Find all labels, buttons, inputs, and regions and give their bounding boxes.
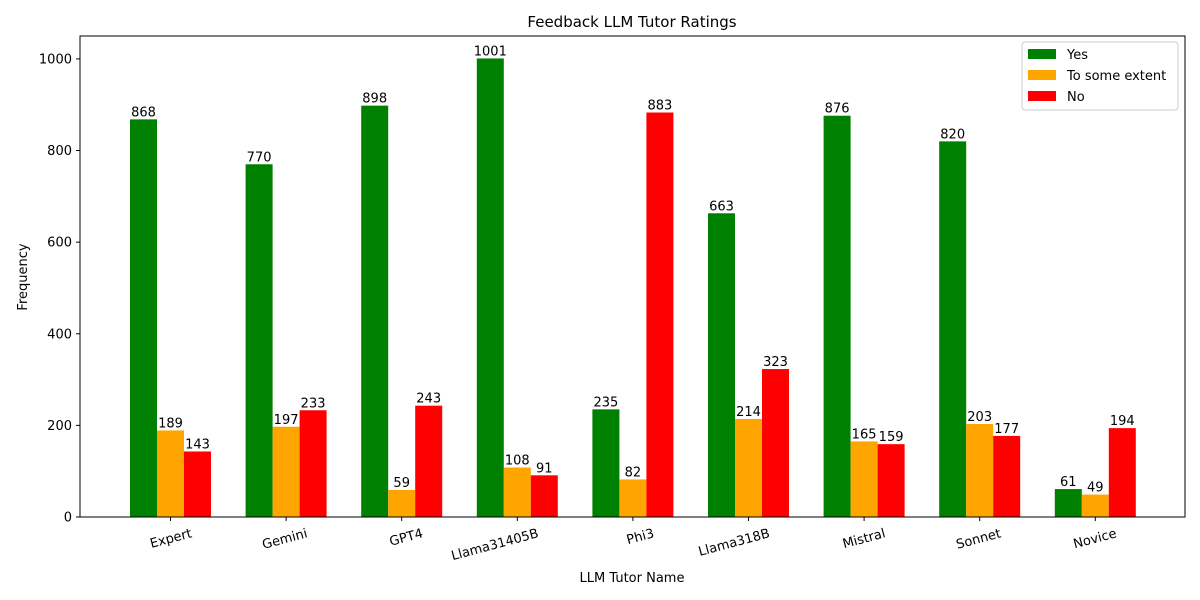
x-axis-label: LLM Tutor Name — [580, 571, 685, 586]
bar-value-label: 663 — [709, 199, 734, 214]
bar — [157, 430, 184, 517]
bar-value-label: 197 — [274, 413, 299, 428]
bar-value-label: 235 — [593, 395, 618, 410]
bar — [966, 424, 994, 517]
bar-value-label: 898 — [362, 92, 387, 107]
y-tick-label: 400 — [47, 327, 72, 342]
bar — [877, 444, 905, 517]
bar-value-label: 143 — [185, 437, 210, 452]
bar — [388, 489, 416, 517]
bar — [272, 426, 300, 517]
chart-title: Feedback LLM Tutor Ratings — [527, 13, 736, 31]
legend-swatch — [1028, 91, 1056, 101]
bar-value-label: 770 — [247, 150, 272, 165]
bar — [1108, 428, 1136, 517]
bar — [762, 369, 789, 517]
legend-label: No — [1067, 90, 1085, 105]
bar-value-label: 165 — [852, 427, 877, 442]
bar-value-label: 243 — [416, 392, 441, 407]
bar-value-label: 49 — [1087, 481, 1104, 496]
legend-label: To some extent — [1066, 69, 1166, 84]
bar-value-label: 214 — [736, 405, 761, 420]
bar — [939, 141, 967, 518]
legend-swatch — [1028, 49, 1056, 59]
bar-value-label: 233 — [301, 396, 326, 411]
bar-value-label: 1001 — [474, 44, 507, 59]
y-axis-label: Frequency — [16, 243, 31, 310]
bar — [299, 410, 327, 517]
bar — [993, 435, 1021, 517]
bar-value-label: 108 — [505, 454, 530, 469]
bar — [361, 105, 389, 517]
bar-value-label: 203 — [967, 410, 992, 425]
bar — [476, 58, 504, 517]
bar — [823, 115, 851, 518]
bar-value-label: 820 — [940, 127, 965, 142]
bar — [184, 451, 211, 517]
bar-value-label: 323 — [763, 355, 788, 370]
bar-value-label: 82 — [625, 465, 642, 480]
bar — [130, 119, 157, 518]
bar — [850, 441, 878, 517]
bar — [245, 164, 273, 517]
legend-swatch — [1028, 70, 1056, 80]
bar-value-label: 883 — [647, 99, 672, 114]
bar-value-label: 189 — [158, 416, 183, 431]
x-tick-label: Phi3 — [625, 526, 656, 548]
legend-label: Yes — [1066, 48, 1088, 63]
y-tick-label: 1000 — [39, 52, 72, 67]
bar-value-label: 194 — [1110, 414, 1135, 429]
y-tick-label: 200 — [47, 419, 72, 434]
legend: Yes To some extent No — [1021, 41, 1179, 111]
y-tick-label: 0 — [64, 511, 72, 526]
bar-value-label: 61 — [1060, 475, 1077, 490]
bar-value-label: 868 — [131, 105, 156, 120]
bar — [592, 409, 620, 517]
bar — [735, 418, 762, 517]
bar — [708, 213, 735, 517]
bar — [646, 112, 674, 517]
bar-value-label: 177 — [994, 422, 1019, 437]
bar — [1054, 489, 1082, 517]
bar-value-label: 59 — [393, 476, 410, 491]
y-tick-label: 600 — [47, 236, 72, 251]
bar — [619, 479, 647, 517]
bar — [530, 475, 558, 517]
bar — [1081, 494, 1109, 517]
bar-value-label: 159 — [879, 430, 904, 445]
y-tick-label: 800 — [47, 144, 72, 159]
legend-box — [1021, 41, 1179, 111]
bar-value-label: 876 — [825, 102, 850, 117]
bar-value-label: 91 — [536, 461, 553, 476]
bar — [503, 467, 531, 517]
bar — [415, 405, 443, 517]
